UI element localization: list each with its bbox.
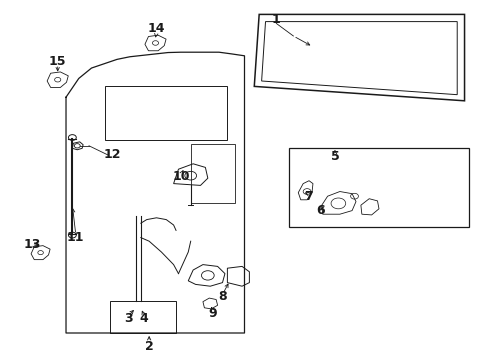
Text: 10: 10 (172, 170, 189, 183)
Text: 9: 9 (208, 307, 217, 320)
Text: 3: 3 (123, 312, 132, 325)
Text: 5: 5 (330, 150, 339, 163)
Text: 2: 2 (144, 340, 153, 353)
Bar (288, 148, 468, 227)
Text: 8: 8 (218, 291, 226, 303)
Text: 14: 14 (147, 22, 165, 35)
Text: 7: 7 (303, 190, 312, 203)
Text: 4: 4 (140, 312, 148, 325)
Text: 15: 15 (49, 55, 66, 68)
Text: 13: 13 (23, 238, 41, 251)
Text: 12: 12 (103, 148, 121, 161)
Text: 11: 11 (67, 231, 84, 244)
Text: 1: 1 (271, 13, 280, 26)
Text: 6: 6 (315, 204, 324, 217)
